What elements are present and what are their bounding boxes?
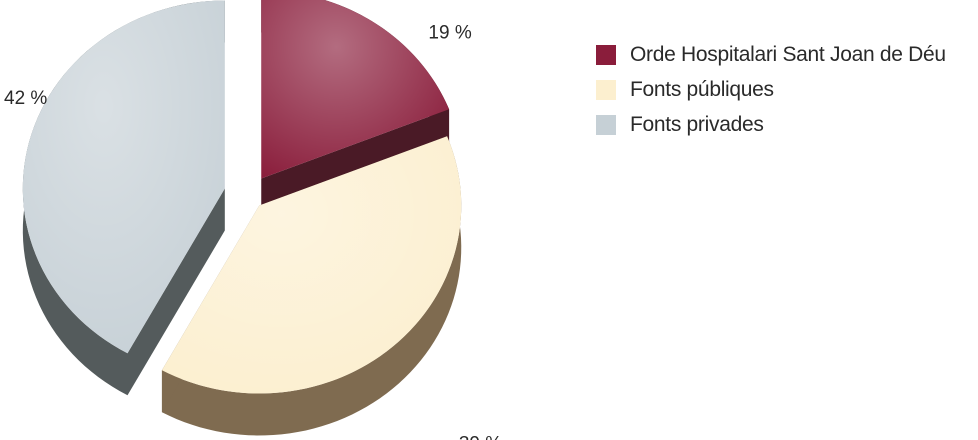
pie-slice-highlight-fonts-privades: [22, 0, 225, 354]
data-label-fonts-privades: 42 %: [4, 88, 47, 109]
legend-label-orde-hospitalari: Orde Hospitalari Sant Joan de Déu: [630, 43, 946, 66]
legend-swatch-orde-hospitalari: [596, 45, 616, 65]
pie-chart-svg: 19 % 39 % 42 %: [4, 0, 502, 440]
pie-slice-highlight-fonts-publiques: [161, 136, 462, 394]
legend-swatch-fonts-privades: [596, 115, 616, 135]
pie-slice-highlight-orde-hospitalari: [261, 0, 450, 179]
chart-legend: Orde Hospitalari Sant Joan de Déu Fonts …: [596, 42, 946, 147]
legend-swatch-fonts-publiques: [596, 80, 616, 100]
legend-item-fonts-publiques: Fonts públiques: [596, 77, 946, 103]
legend-label-fonts-publiques: Fonts públiques: [630, 78, 774, 101]
legend-label-fonts-privades: Fonts privades: [630, 113, 764, 136]
legend-item-orde-hospitalari: Orde Hospitalari Sant Joan de Déu: [596, 42, 946, 68]
pie-chart: 19 % 39 % 42 %: [4, 0, 502, 440]
data-label-orde-hospitalari: 19 %: [428, 22, 471, 43]
legend-item-fonts-privades: Fonts privades: [596, 112, 946, 138]
pie-slice-wall-fonts-privades-start: [127, 188, 225, 396]
data-label-fonts-publiques: 39 %: [459, 433, 502, 440]
pie-slice-side-fonts-publiques: [161, 136, 462, 436]
